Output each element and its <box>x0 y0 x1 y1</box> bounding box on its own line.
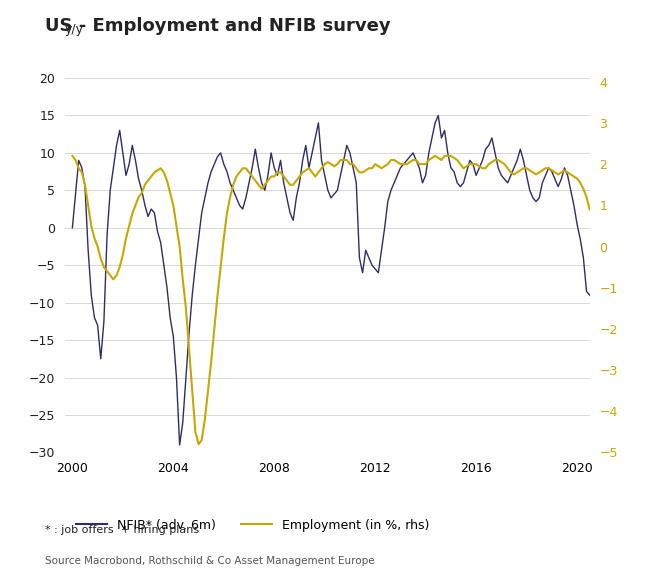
Text: y/y: y/y <box>65 23 84 37</box>
Text: Source Macrobond, Rothschild & Co Asset Management Europe: Source Macrobond, Rothschild & Co Asset … <box>45 556 375 566</box>
Text: * : job offers  + hiring plans: * : job offers + hiring plans <box>45 525 200 535</box>
Legend: NFIB* (adv. 6m), Employment (in %, rhs): NFIB* (adv. 6m), Employment (in %, rhs) <box>71 514 435 536</box>
Text: US - Employment and NFIB survey: US - Employment and NFIB survey <box>45 17 391 35</box>
